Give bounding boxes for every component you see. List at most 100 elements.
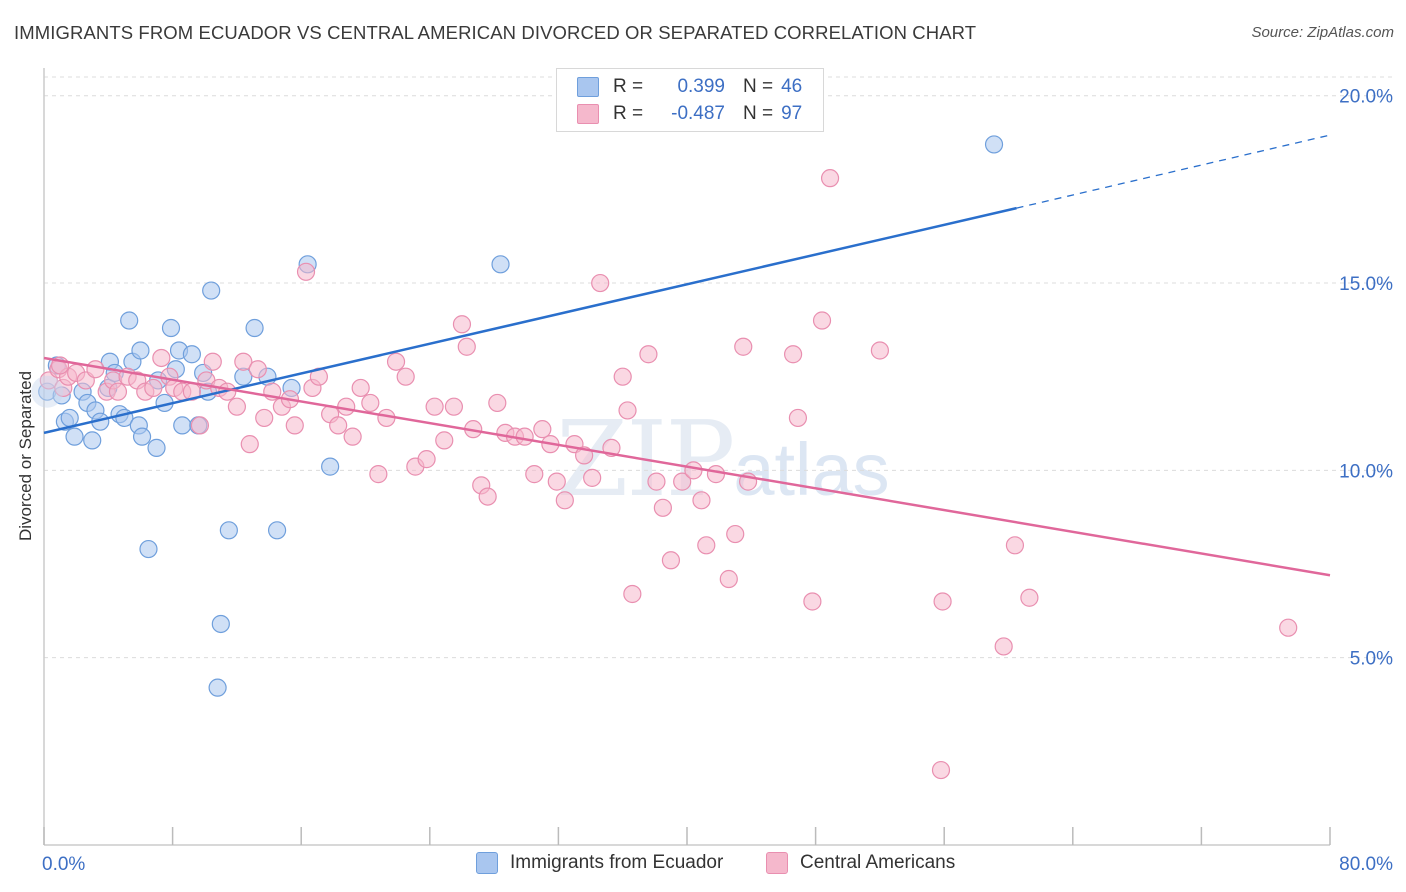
legend-n-value: 97 <box>781 103 803 124</box>
ecuador-trend-extension <box>1016 134 1331 209</box>
ecuador-point <box>245 318 264 338</box>
legend-r-value: -0.487 <box>671 103 725 124</box>
central-americans-point <box>488 393 507 413</box>
central-americans-point <box>661 551 681 570</box>
legend-n-label: N = <box>743 76 774 97</box>
central-americans-point <box>515 427 534 446</box>
central-americans-point <box>248 360 267 379</box>
central-americans-point <box>533 420 552 439</box>
ecuador-point <box>208 678 227 697</box>
central-americans-point <box>673 472 692 491</box>
y-axis-label: Divorced or Separated <box>16 370 35 542</box>
central-americans-point <box>255 408 274 428</box>
central-americans-point <box>203 352 222 371</box>
ecuador-point <box>132 427 152 446</box>
x-tick-label: 80.0% <box>1339 854 1393 875</box>
central-americans-point <box>425 397 444 416</box>
central-americans-point <box>613 367 632 386</box>
ecuador-point <box>65 427 84 446</box>
ecuador-point <box>83 431 102 450</box>
central-americans-point <box>227 397 246 416</box>
legend-item-central-americans: Central Americans <box>766 852 955 874</box>
central-americans-point <box>396 367 415 386</box>
central-americans-point <box>697 536 716 555</box>
ecuador-point <box>219 521 238 540</box>
ecuador-point <box>202 281 221 300</box>
central-americans-point <box>369 465 388 484</box>
tick-labels: 5.0% 10.0% 15.0% 20.0% 0.0% 80.0% <box>42 87 1393 875</box>
central-americans-point <box>1020 588 1039 607</box>
central-americans-point <box>555 491 574 510</box>
central-americans-point <box>933 592 952 611</box>
central-americans-point <box>788 408 808 428</box>
ecuador-point <box>147 438 166 457</box>
central-americans-point <box>692 491 711 510</box>
central-americans-point <box>639 345 658 364</box>
ecuador-point <box>139 539 158 559</box>
central-americans-point <box>623 584 642 604</box>
central-americans-point <box>144 378 163 398</box>
legend-swatch-ecuador <box>476 852 498 874</box>
ecuador-point <box>173 416 192 435</box>
central-americans-point <box>591 273 610 293</box>
legend-r-label: R = <box>613 103 644 124</box>
central-americans-point <box>734 337 753 356</box>
central-americans-point <box>1279 618 1298 637</box>
central-americans-point <box>108 382 128 401</box>
legend-swatch-central-americans <box>577 104 599 124</box>
central-americans-point <box>547 472 566 491</box>
legend-r-label: R = <box>613 76 644 97</box>
central-americans-point <box>583 468 602 487</box>
central-americans-point <box>706 465 726 484</box>
ecuador-point <box>60 408 79 428</box>
legend-item-ecuador: Immigrants from Ecuador <box>476 852 723 874</box>
ecuador-point <box>211 614 230 634</box>
central-americans-point <box>618 401 637 420</box>
central-americans-point <box>329 416 348 435</box>
central-americans-point <box>803 592 822 611</box>
ecuador-point <box>182 345 201 364</box>
central-americans-point <box>783 345 803 364</box>
central-americans-point <box>1005 536 1025 555</box>
central-americans-point <box>417 450 436 469</box>
series-legend: Immigrants from Ecuador Central American… <box>0 852 1406 878</box>
legend-swatch-ecuador <box>577 77 599 97</box>
ecuador-point <box>984 135 1004 154</box>
central-americans-point <box>152 348 171 368</box>
central-americans-point <box>820 169 840 188</box>
central-americans-point <box>452 315 472 334</box>
legend-r-value: 0.399 <box>677 76 725 97</box>
central-americans-point <box>653 498 672 517</box>
central-americans-point <box>812 311 832 330</box>
central-americans-point <box>435 431 454 450</box>
central-americans-point <box>361 393 380 413</box>
central-americans-point <box>296 262 316 281</box>
central-americans-point <box>351 378 370 398</box>
trend-lines <box>43 134 1331 577</box>
central-americans-point <box>478 487 497 506</box>
central-americans-point <box>343 427 362 446</box>
central-americans-point <box>234 352 253 371</box>
central-americans-point <box>994 637 1013 656</box>
ecuador-point <box>161 318 181 338</box>
ecuador-point <box>31 375 64 408</box>
central-americans-trend-line <box>43 356 1331 577</box>
central-americans-point <box>457 337 476 356</box>
y-tick-label: 10.0% <box>1339 461 1393 482</box>
data-points <box>31 135 1298 780</box>
ecuador-point <box>321 457 340 476</box>
legend-row-ecuador: R = 0.399 N = 46 <box>577 73 802 101</box>
y-tick-label: 15.0% <box>1339 274 1393 295</box>
x-tick-label: 0.0% <box>42 854 85 875</box>
legend-label-ecuador: Immigrants from Ecuador <box>510 852 724 873</box>
central-americans-point <box>719 569 738 589</box>
central-americans-point <box>525 465 544 484</box>
correlation-legend: R = 0.399 N = 46 R = -0.487 N = 97 <box>556 68 824 132</box>
ecuador-point <box>267 521 287 540</box>
ecuador-point <box>120 311 139 330</box>
legend-swatch-central-americans <box>766 852 788 874</box>
ecuador-point <box>131 341 150 360</box>
axes <box>43 68 1331 846</box>
central-americans-point <box>444 397 464 416</box>
